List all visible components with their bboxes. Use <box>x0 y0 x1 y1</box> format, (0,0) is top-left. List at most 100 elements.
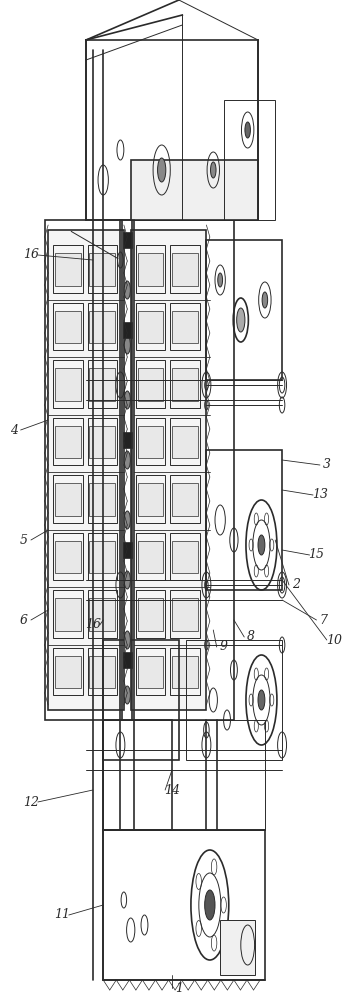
Bar <box>89 540 115 573</box>
Bar <box>88 302 117 350</box>
Circle shape <box>158 158 166 182</box>
Circle shape <box>124 391 130 409</box>
Bar <box>172 426 198 458</box>
Text: 8: 8 <box>247 631 255 644</box>
Bar <box>131 160 258 220</box>
Bar <box>172 656 198 688</box>
Bar <box>131 230 206 710</box>
Bar <box>170 648 200 695</box>
Text: 5: 5 <box>20 534 28 546</box>
Bar <box>53 302 83 350</box>
Bar <box>53 590 83 638</box>
Bar <box>88 648 117 695</box>
Bar <box>89 656 115 688</box>
Bar <box>224 100 275 220</box>
Bar <box>48 230 124 710</box>
Text: 16: 16 <box>23 248 39 261</box>
Circle shape <box>258 690 265 710</box>
Bar <box>55 368 81 400</box>
Bar <box>88 475 117 522</box>
Circle shape <box>262 292 268 308</box>
Bar <box>55 598 81 631</box>
Text: 11: 11 <box>54 908 70 922</box>
Text: 9: 9 <box>219 641 228 654</box>
Bar <box>220 920 255 975</box>
Text: 15: 15 <box>309 548 324 562</box>
Bar <box>138 368 163 400</box>
Bar <box>55 253 81 286</box>
Bar <box>89 598 115 631</box>
Circle shape <box>124 686 130 704</box>
Bar <box>206 240 282 380</box>
Bar <box>55 540 81 573</box>
Circle shape <box>124 631 130 649</box>
Circle shape <box>124 511 130 529</box>
Bar <box>103 720 265 830</box>
Text: 4: 4 <box>10 424 18 436</box>
Bar <box>136 418 165 465</box>
Bar <box>123 542 132 558</box>
Bar <box>172 253 198 286</box>
Bar <box>136 590 165 638</box>
Text: 13: 13 <box>312 488 328 502</box>
Circle shape <box>245 122 250 138</box>
Bar <box>138 253 163 286</box>
Bar <box>172 540 198 573</box>
Text: 6: 6 <box>20 613 28 626</box>
Bar <box>55 483 81 516</box>
Bar <box>89 310 115 343</box>
Bar <box>138 426 163 458</box>
Text: 16: 16 <box>85 618 101 632</box>
Bar <box>186 640 282 760</box>
Bar <box>89 368 115 400</box>
Bar <box>170 590 200 638</box>
Circle shape <box>211 162 216 178</box>
Bar <box>138 483 163 516</box>
Bar <box>172 598 198 631</box>
Bar <box>136 648 165 695</box>
Bar <box>89 426 115 458</box>
Circle shape <box>124 336 130 354</box>
Bar <box>103 830 265 980</box>
Bar <box>89 483 115 516</box>
Bar <box>136 245 165 292</box>
Bar <box>172 310 198 343</box>
Bar <box>123 322 132 338</box>
Bar <box>138 310 163 343</box>
Bar <box>123 232 132 248</box>
Circle shape <box>218 273 223 287</box>
Circle shape <box>124 281 130 299</box>
Bar <box>172 368 198 400</box>
Bar <box>172 483 198 516</box>
Text: 14: 14 <box>164 784 180 796</box>
Bar <box>136 360 165 408</box>
Bar <box>53 475 83 522</box>
Bar <box>53 648 83 695</box>
Bar <box>138 598 163 631</box>
Bar <box>88 245 117 292</box>
Text: 2: 2 <box>292 578 300 591</box>
Bar <box>136 475 165 522</box>
Bar <box>88 418 117 465</box>
Bar <box>136 302 165 350</box>
Bar <box>88 532 117 580</box>
Bar <box>123 432 132 448</box>
Bar <box>170 302 200 350</box>
Bar <box>55 426 81 458</box>
Bar <box>53 245 83 292</box>
Bar <box>138 656 163 688</box>
Text: 7: 7 <box>319 613 327 626</box>
Text: 1: 1 <box>175 982 183 994</box>
Bar <box>170 360 200 408</box>
Text: 10: 10 <box>326 634 342 647</box>
Bar <box>88 360 117 408</box>
Bar <box>55 310 81 343</box>
Circle shape <box>124 451 130 469</box>
Bar <box>103 640 179 760</box>
Bar <box>123 652 132 668</box>
Bar <box>53 532 83 580</box>
Bar <box>138 540 163 573</box>
Bar <box>88 590 117 638</box>
Bar <box>86 40 258 220</box>
Bar <box>170 245 200 292</box>
